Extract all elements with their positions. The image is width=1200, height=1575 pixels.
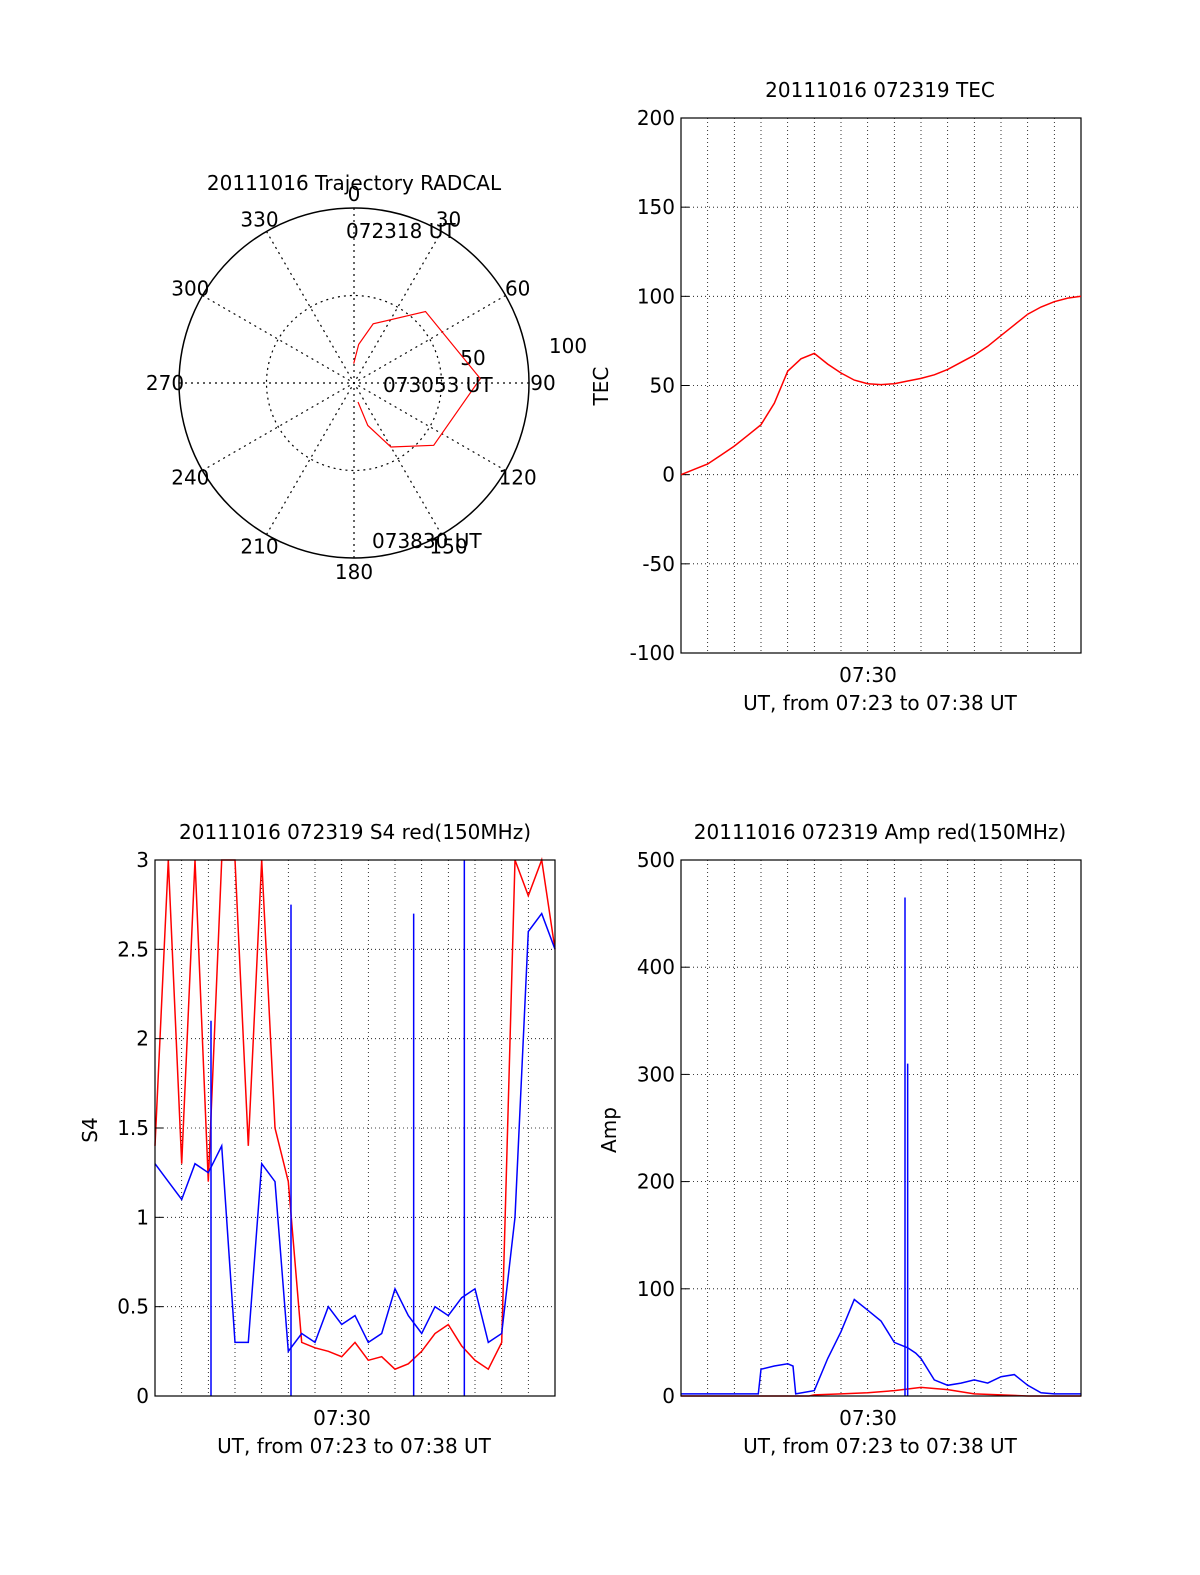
amp-xlabel: UT, from 07:23 to 07:38 UT xyxy=(743,1434,1018,1458)
s4-xtick-label: 07:30 xyxy=(313,1406,371,1430)
s4-y-tick-label: 2 xyxy=(136,1027,149,1051)
amp-panel: 20111016 072319 Amp red(150MHz) 0 100 200 3… xyxy=(597,820,1082,1458)
polar-azimuth-label: 120 xyxy=(499,466,537,490)
polar-azimuth-label: 270 xyxy=(146,371,184,395)
s4-series-blue xyxy=(154,912,556,1354)
tec-xtick-label: 07:30 xyxy=(839,663,897,687)
amp-series xyxy=(681,897,1081,1397)
polar-title: 20111016 Trajectory RADCAL xyxy=(207,171,502,195)
s4-title: 20111016 072319 S4 red(150MHz) xyxy=(179,820,531,844)
tec-title: 20111016 072319 TEC xyxy=(765,78,995,102)
polar-azimuth-label: 30 xyxy=(436,207,461,231)
polar-radial-label-100: 100 xyxy=(549,334,587,358)
tec-y-tick-label: 0 xyxy=(662,463,675,487)
amp-xtick-label: 07:30 xyxy=(839,1406,897,1430)
polar-annotation-end: 073830 UT xyxy=(372,529,482,553)
tec-y-tick-label: -100 xyxy=(630,641,675,665)
s4-y-tick-label: 1.5 xyxy=(117,1116,149,1140)
tec-xlabel: UT, from 07:23 to 07:38 UT xyxy=(743,691,1018,715)
tec-y-tick-labels: -100 -50 0 50 100 150 200 xyxy=(630,106,689,665)
tec-y-tick-label: 150 xyxy=(637,195,675,219)
polar-azimuth-label: 60 xyxy=(505,277,530,301)
tec-series-red xyxy=(680,295,1082,476)
amp-y-tick-label: 300 xyxy=(637,1062,675,1086)
s4-y-tick-labels: 0 0.5 1 1.5 2 2.5 3 xyxy=(117,848,163,1408)
tec-panel: 20111016 072319 TEC -100-50050100150200 … xyxy=(589,78,1082,715)
s4-grid xyxy=(155,860,555,1396)
polar-trajectory-line xyxy=(353,310,482,448)
polar-azimuth-label: 90 xyxy=(530,371,555,395)
polar-annotation-mid: 073053 UT xyxy=(383,373,493,397)
polar-azimuth-label: 330 xyxy=(240,207,278,231)
s4-panel: 20111016 072319 S4 red(150MHz) 0 0.5 1 1.5 2… xyxy=(78,820,556,1458)
polar-azimuth-label: 300 xyxy=(171,277,209,301)
tec-y-tick-label: 100 xyxy=(637,284,675,308)
tec-ylabel: TEC xyxy=(589,367,613,407)
polar-azimuth-label: 0 xyxy=(348,182,361,206)
polar-azimuth-label: 150 xyxy=(429,535,467,559)
polar-azimuth-labels: 0 30 60 90 120 150 180 210 240 270 300 330 xyxy=(146,182,556,584)
s4-y-tick-label: 0.5 xyxy=(117,1295,149,1319)
amp-plot-frame xyxy=(680,859,1082,1397)
s4-ylabel: S4 xyxy=(78,1117,102,1142)
polar-panel: 20111016 Trajectory RADCAL 0 30 60 90 120 150… xyxy=(146,171,587,584)
amp-series-blue xyxy=(681,1298,1081,1395)
polar-azimuth-label: 240 xyxy=(171,466,209,490)
s4-series-red xyxy=(154,857,556,1371)
s4-xlabel: UT, from 07:23 to 07:38 UT xyxy=(217,1434,492,1458)
tec-series xyxy=(680,295,1082,476)
s4-series xyxy=(154,857,556,1396)
polar-radial-label-50: 50 xyxy=(460,346,485,370)
amp-ylabel: Amp xyxy=(597,1107,621,1153)
polar-azimuth-label: 210 xyxy=(240,535,278,559)
tec-y-tick-label: -50 xyxy=(642,552,675,576)
amp-y-tick-label: 100 xyxy=(637,1277,675,1301)
s4-y-tick-label: 2.5 xyxy=(117,937,149,961)
tec-grid xyxy=(681,118,1081,653)
amp-y-tick-labels: 0 100 200 300 400 500 xyxy=(637,848,689,1408)
polar-spokes xyxy=(179,208,529,558)
amp-series-red xyxy=(681,1386,1081,1397)
s4-y-tick-label: 3 xyxy=(136,848,149,872)
polar-azimuth-label: 180 xyxy=(335,560,373,584)
polar-annotation-start: 072318 UT xyxy=(346,219,456,243)
amp-grid xyxy=(681,860,1081,1396)
polar-spoke xyxy=(265,231,443,535)
s4-y-tick-label: 0 xyxy=(136,1384,149,1408)
amp-y-tick-label: 0 xyxy=(662,1384,675,1408)
tec-y-tick-label: 200 xyxy=(637,106,675,130)
s4-y-tick-label: 1 xyxy=(136,1205,149,1229)
polar-inner-circle xyxy=(265,294,443,472)
amp-y-tick-label: 400 xyxy=(637,955,675,979)
amp-y-tick-label: 500 xyxy=(637,848,675,872)
tec-y-tick-label: 50 xyxy=(650,374,675,398)
amp-title: 20111016 072319 Amp red(150MHz) xyxy=(694,820,1066,844)
amp-y-tick-label: 200 xyxy=(637,1170,675,1194)
